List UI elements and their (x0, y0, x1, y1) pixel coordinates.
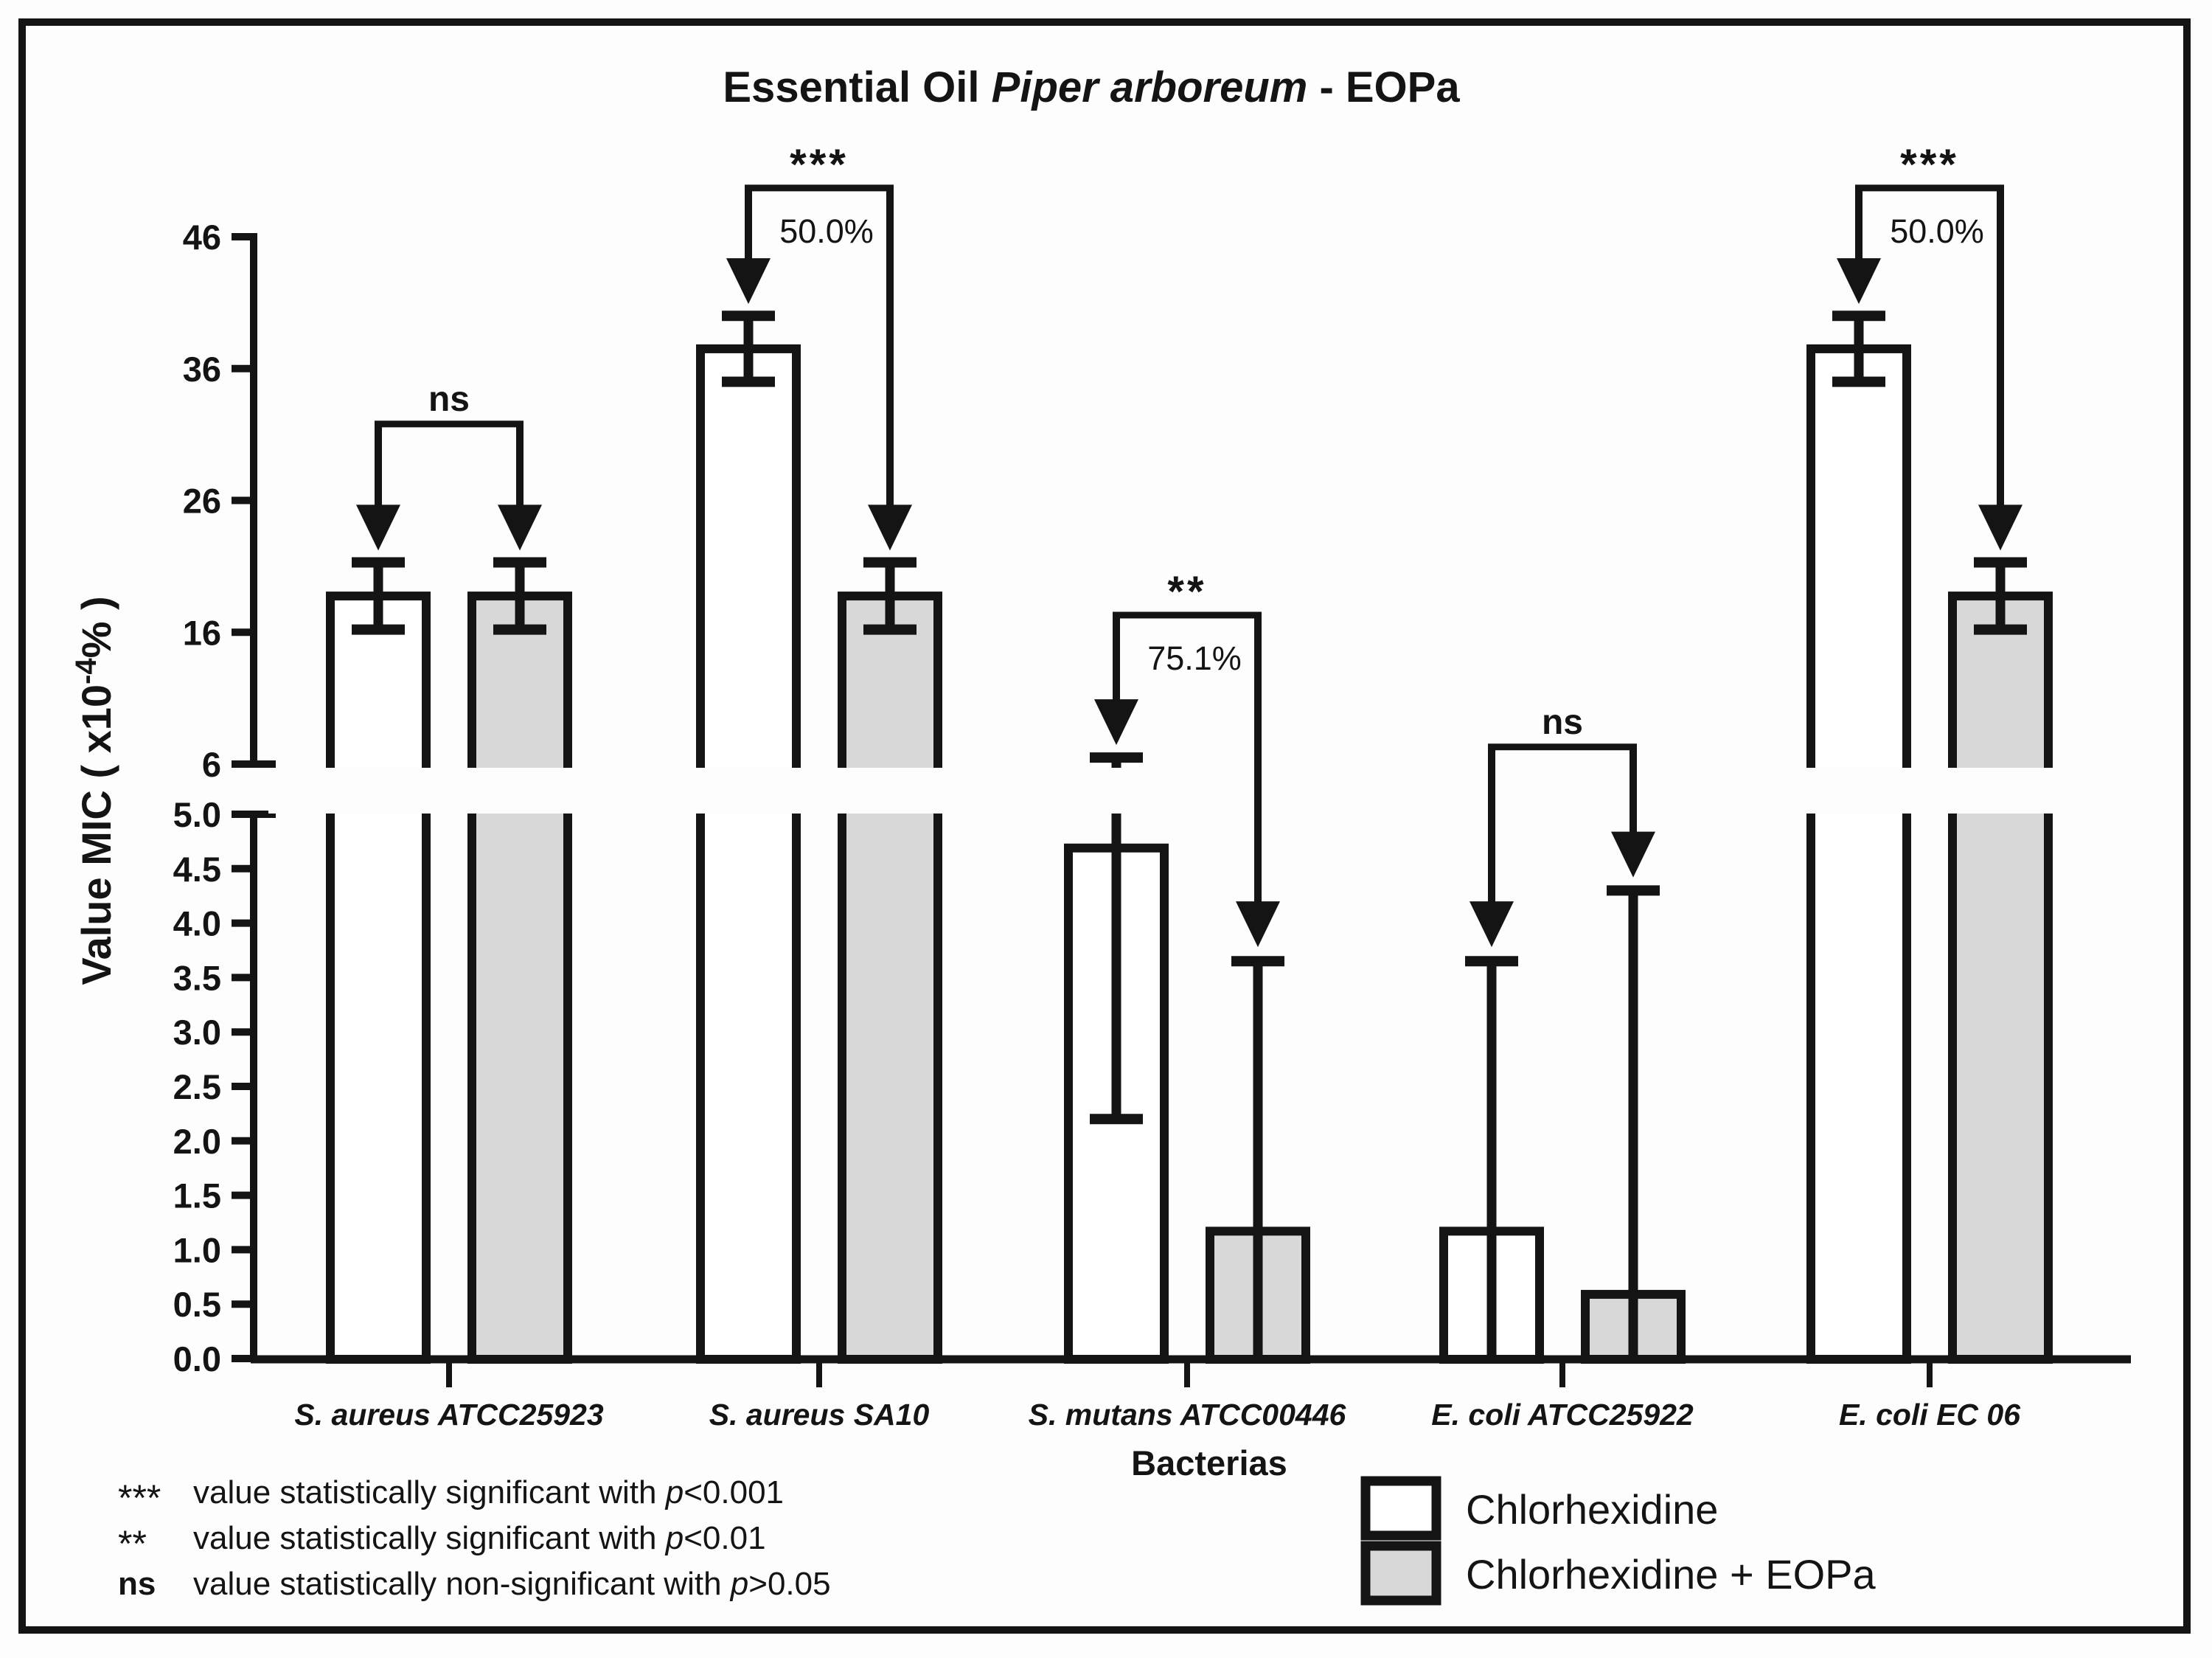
legend-label: Chlorhexidine (1466, 1486, 1718, 1533)
bar-chlorhexidine-1 (696, 344, 801, 1364)
bar-chlorhexidine-eopa-1 (838, 592, 942, 1364)
y-tick-label: 0.5 (173, 1285, 221, 1324)
error-bar (493, 557, 546, 635)
y-tick-label: 1.0 (173, 1230, 221, 1269)
footnote-text: value statistically significant with p<0… (193, 1474, 784, 1510)
y-tick-label: 5.0 (173, 795, 221, 834)
bar-chlorhexidine-eopa-4 (1948, 592, 2053, 1364)
error-bar (722, 311, 775, 387)
arrow-head-icon (868, 504, 912, 551)
error-bar (1231, 956, 1284, 1356)
arrow-head-icon (1236, 901, 1280, 948)
bars (326, 311, 2053, 1364)
reduction-percentage-label: 50.0% (1890, 212, 1984, 250)
significance-bracket-4: *** 50.0% (1837, 141, 2023, 551)
bar-chlorhexidine-eopa-0 (467, 592, 572, 1364)
x-category-label: E. coli ATCC25922 (1431, 1398, 1694, 1432)
arrow-head-icon (498, 504, 542, 551)
legend-label: Chlorhexidine + EOPa (1466, 1551, 1877, 1598)
legend: Chlorhexidine Chlorhexidine + EOPa (1360, 1476, 1877, 1606)
error-bar (1465, 956, 1518, 1356)
reduction-percentage-label: 75.1% (1147, 639, 1242, 677)
axis-break-band (268, 768, 2134, 814)
arrow-head-icon (1611, 831, 1655, 878)
error-bar (352, 557, 405, 635)
footnotes: *** value statistically significant with … (118, 1474, 831, 1602)
y-tick-label: 6 (202, 745, 221, 784)
y-tick-label: 0.0 (173, 1339, 221, 1378)
y-tick-label: 3.5 (173, 958, 221, 997)
y-tick-label: 16 (183, 613, 221, 652)
y-tick-label: 2.5 (173, 1067, 221, 1106)
significance-bracket-2: ** 75.1% (1094, 568, 1280, 948)
x-axis-title: Bacterias (1131, 1443, 1287, 1482)
error-bar (1607, 885, 1660, 1356)
chart-title: Essential Oil Piper arboreum - EOPa (723, 63, 1460, 111)
significance-label: ns (428, 380, 470, 419)
error-bar (1832, 311, 1885, 387)
error-bar (1090, 752, 1143, 1125)
footnote-text: value statistically significant with p<0… (193, 1520, 766, 1556)
y-tick-label: 4.0 (173, 904, 221, 943)
y-tick-label: 46 (183, 218, 221, 257)
arrow-head-icon (1837, 258, 1881, 305)
x-category-label: S. aureus ATCC25923 (294, 1398, 603, 1432)
y-tick-label: 26 (183, 482, 221, 521)
y-tick-label: 3.0 (173, 1013, 221, 1052)
arrow-head-icon (1094, 699, 1138, 746)
footnote-symbol: ns (118, 1566, 156, 1602)
bar-chlorhexidine-4 (1806, 344, 1911, 1364)
figure-border (18, 18, 2191, 1634)
significance-label: ns (1542, 703, 1583, 742)
significance-bracket-1: *** 50.0% (726, 141, 912, 551)
arrow-head-icon (726, 258, 771, 305)
x-category-label: S. aureus SA10 (709, 1398, 930, 1432)
legend-swatch-chlorhexidine (1360, 1476, 1441, 1541)
footnote-symbol: ** (118, 1523, 147, 1564)
significance-label: ** (1167, 568, 1206, 616)
arrow-head-icon (356, 504, 400, 551)
significance-label: *** (1900, 141, 1959, 189)
significance-bracket-0: ns (356, 380, 542, 551)
x-category-label: E. coli EC 06 (1839, 1398, 2021, 1432)
x-category-label: S. mutans ATCC00446 (1029, 1398, 1347, 1432)
arrow-head-icon (1470, 901, 1514, 948)
footnote-symbol: *** (118, 1477, 161, 1519)
y-axis-title: Value MIC ( x10-4% ) (70, 596, 119, 985)
y-axis: 46 36 26 16 6 5.0 4.5 4.0 3.5 3.0 2.5 2.0 1.5 1.0 0.5 0… (173, 218, 276, 1378)
y-tick-label: 4.5 (173, 850, 221, 889)
legend-swatch-chlorhexidine-eopa (1360, 1541, 1441, 1606)
significance-label: *** (790, 141, 849, 189)
significance-bracket-3: ns (1470, 703, 1655, 948)
reduction-percentage-label: 50.0% (779, 212, 874, 250)
error-bar (863, 557, 917, 635)
bar-chlorhexidine-0 (326, 592, 431, 1364)
arrow-head-icon (1978, 504, 2023, 551)
y-tick-label: 36 (183, 350, 221, 389)
error-bar (1974, 557, 2027, 635)
footnote-text: value statistically non-significant with… (193, 1566, 831, 1602)
y-tick-label: 1.5 (173, 1176, 221, 1215)
y-tick-label: 2.0 (173, 1122, 221, 1161)
